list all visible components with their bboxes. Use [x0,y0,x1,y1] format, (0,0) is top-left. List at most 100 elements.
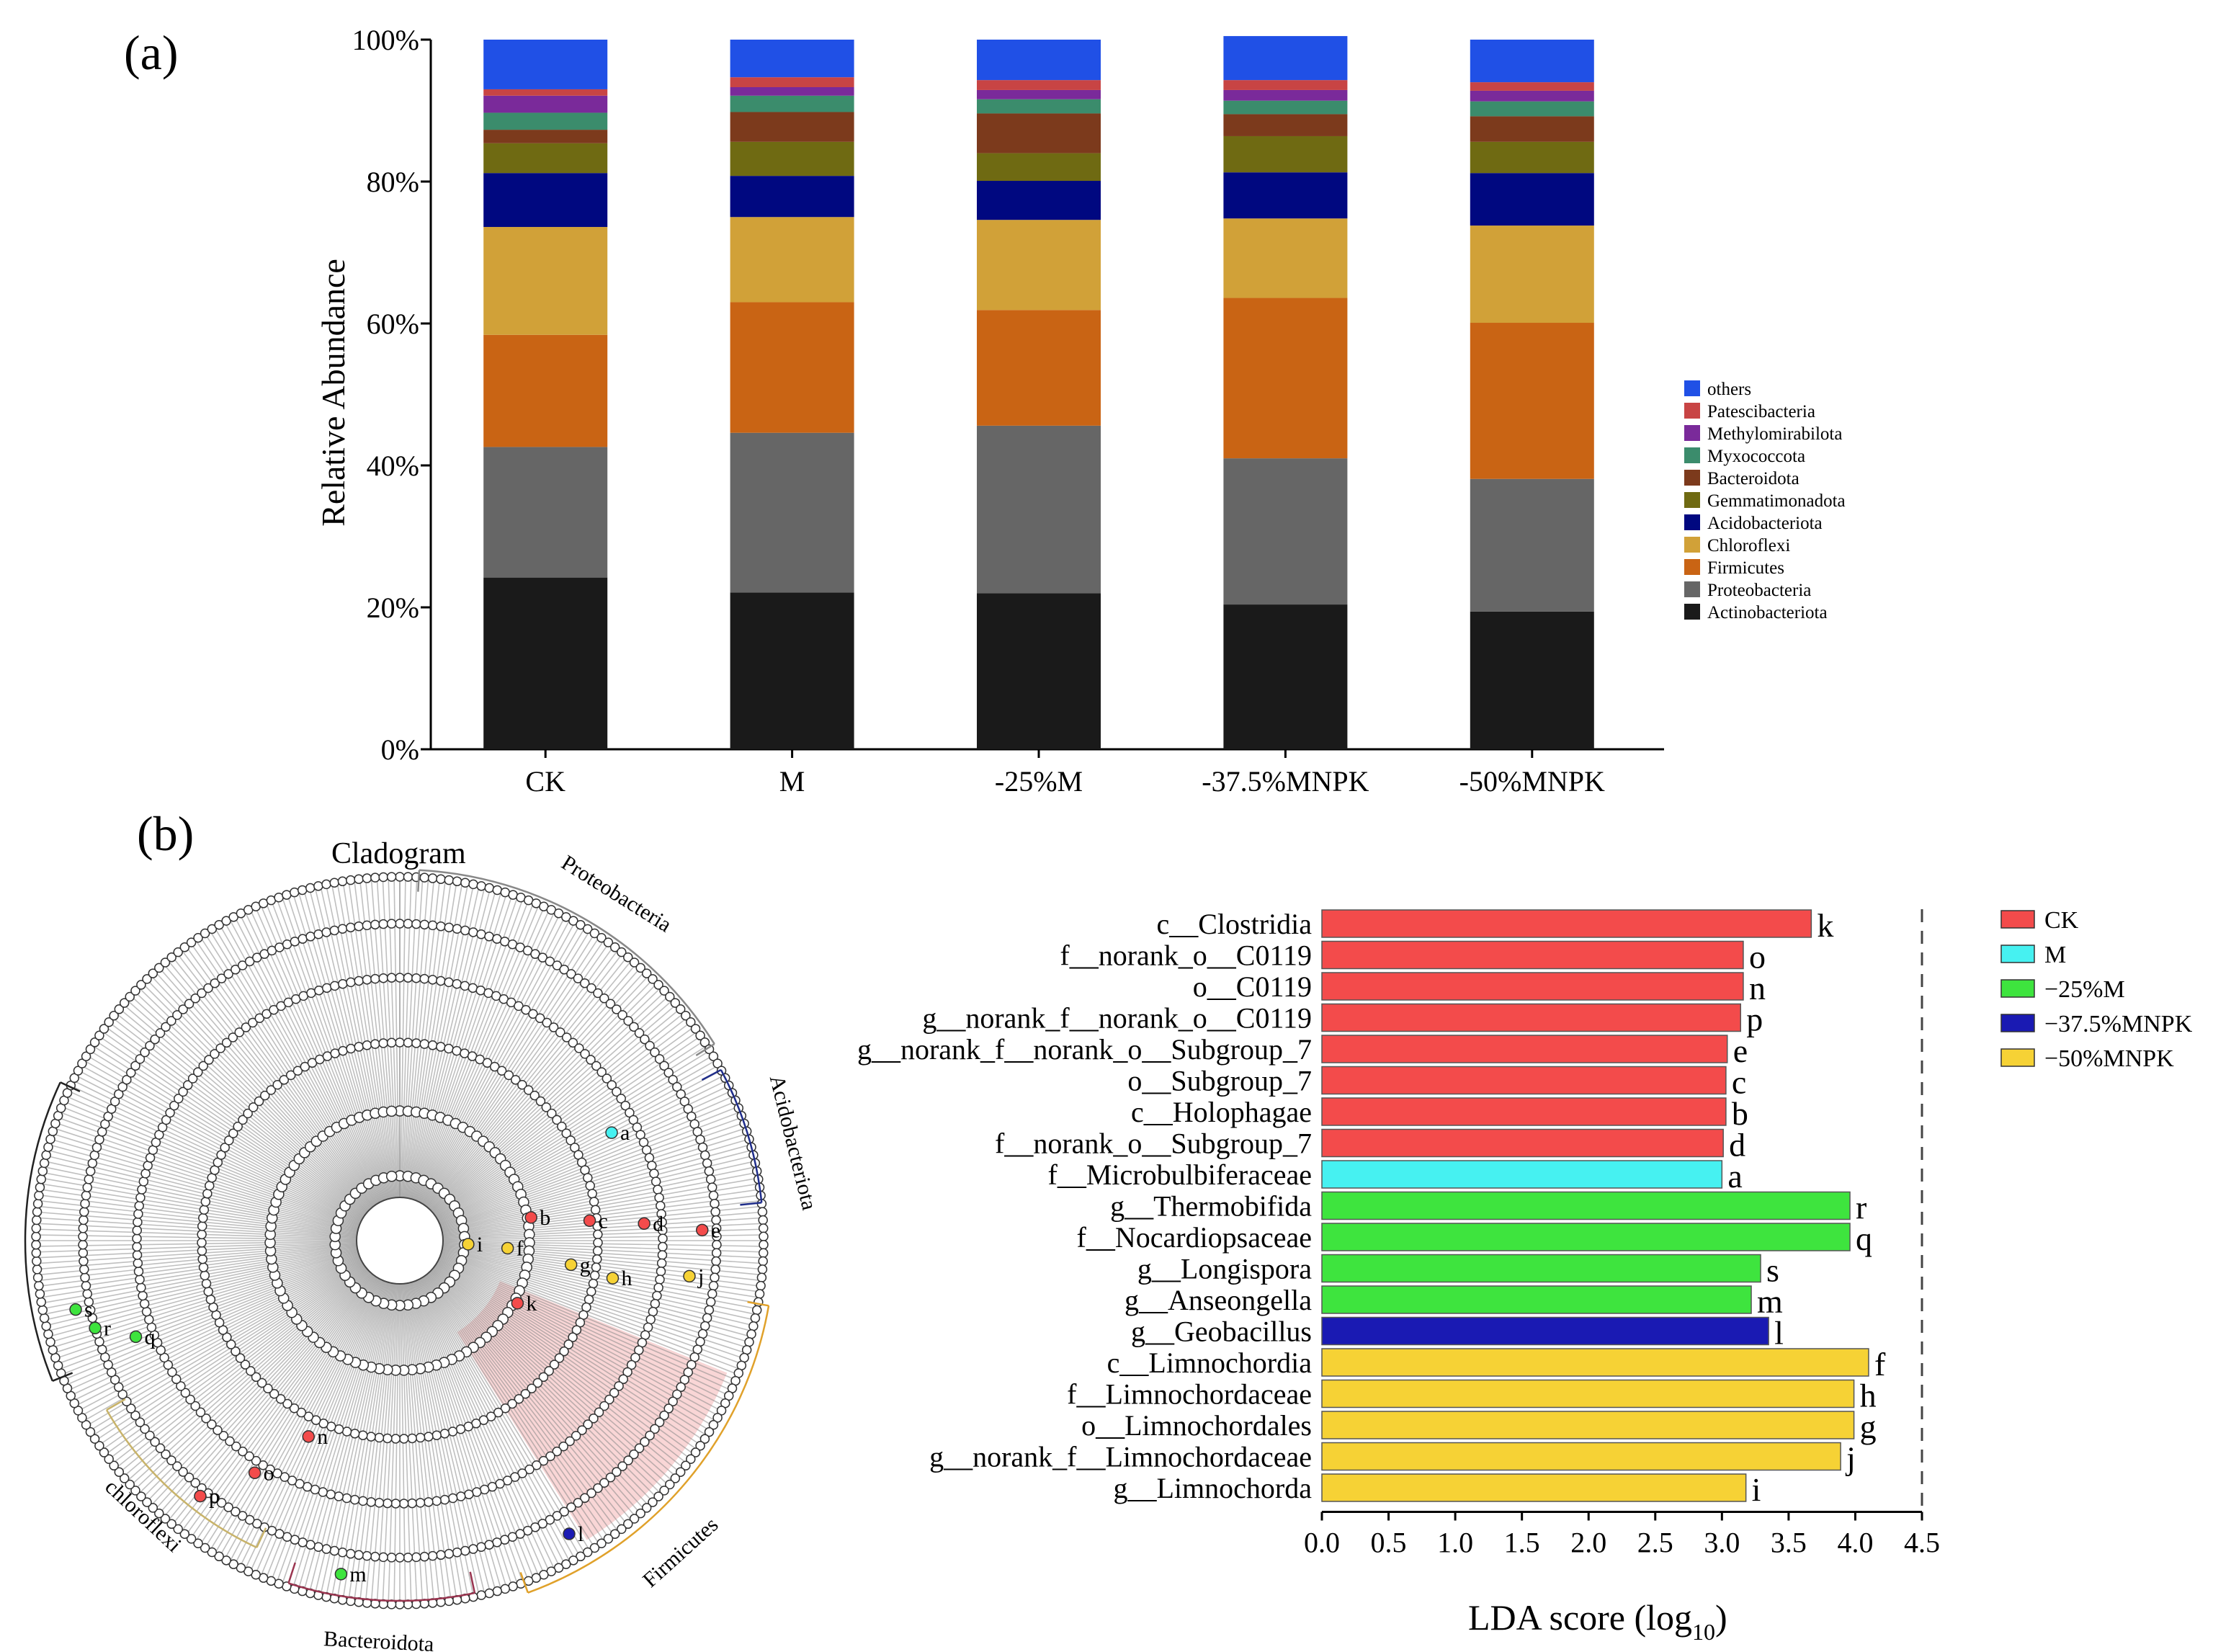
branch [442,1244,762,1276]
branch [353,879,395,1198]
branch [260,1280,384,1577]
node [174,1094,184,1104]
bar-segment [1223,172,1348,219]
node [712,1058,723,1068]
branch [138,986,370,1211]
legend-label: Actinobacteriota [1707,603,1828,622]
y-tick-label: 40% [367,450,419,482]
legend: others Patescibacteria Methylomirabilota My… [1684,380,1846,622]
lda-legend-item: −25%M [2000,976,2125,1003]
node [140,1169,151,1179]
node [386,919,397,929]
branch [401,877,424,1198]
branch [438,1085,730,1223]
node [521,1004,531,1015]
phylum-arc-end [519,1572,529,1594]
branch [421,929,591,1205]
branch [308,1282,390,1594]
branch [214,927,379,1204]
branch [41,1177,358,1234]
branch [419,1278,571,1563]
branch [442,1246,761,1292]
legend-label: Myxococcota [1707,447,1805,466]
branch [75,1075,362,1222]
biomarker-node [129,1330,143,1344]
node [612,1004,622,1014]
phylum-arc [105,1409,257,1549]
node [225,1339,236,1349]
branch [388,877,399,1198]
node [593,1238,603,1248]
branch [441,1251,751,1338]
node [403,919,413,929]
branch [219,924,379,1204]
node [117,1081,128,1092]
node [403,1037,413,1048]
branch [115,1012,367,1215]
branch [424,1275,610,1539]
lda-bar-letter: m [1757,1283,1783,1320]
node [349,1429,360,1439]
node [665,1479,675,1490]
node [349,1494,360,1505]
node [275,1394,286,1404]
node [622,1367,632,1378]
node [386,973,397,983]
lda-bar-label: f__Microbulbiferaceae [1048,1158,1312,1191]
node [305,1540,316,1550]
branch [308,888,390,1200]
node [591,1262,602,1272]
node [31,1248,42,1258]
legend-label: Bacteroidota [1707,469,1799,488]
node [758,1223,769,1233]
node [702,1313,712,1323]
lda-x-tick-label: 3.5 [1771,1527,1807,1559]
branch [419,1279,565,1566]
node [654,1192,664,1203]
node [313,881,323,891]
branch [409,886,486,1199]
branch [435,1035,702,1217]
node [447,1426,458,1437]
legend-item: Proteobacteria [1684,581,1811,600]
node [656,1200,666,1211]
x-tick-label: -50%MNPK [1459,765,1605,798]
node [136,980,146,990]
node [464,1489,474,1499]
node [337,1548,348,1558]
y-axis: 0% 20% 40% 60% 80% 100% [352,24,1664,766]
node [432,1430,442,1440]
branch [406,882,463,1199]
node [193,1067,203,1077]
branch [36,1241,357,1253]
node [297,885,308,896]
branch [61,1106,360,1225]
lda-x-axis-title: LDA score (log10) [1468,1597,1727,1645]
node [476,1590,486,1600]
node [154,1508,164,1519]
node [484,1540,494,1550]
branch [442,1245,761,1287]
branch [442,1171,758,1233]
node [529,1090,540,1101]
node [326,1489,336,1499]
branch [434,1265,695,1455]
node [476,1542,486,1553]
node [78,1223,89,1233]
node [395,973,405,983]
node [195,1407,206,1417]
node [617,1524,627,1535]
node [641,1503,652,1513]
node [427,1040,438,1050]
branch [441,1251,750,1343]
branch [437,1060,717,1220]
branch [325,884,392,1199]
branch [422,933,596,1205]
legend-label: Patescibacteria [1707,402,1815,421]
node [179,1529,190,1539]
lda-x-tick-label: 4.0 [1837,1527,1873,1559]
node [126,1068,136,1078]
node [122,1074,132,1085]
node [395,1037,405,1048]
node [144,1314,154,1325]
